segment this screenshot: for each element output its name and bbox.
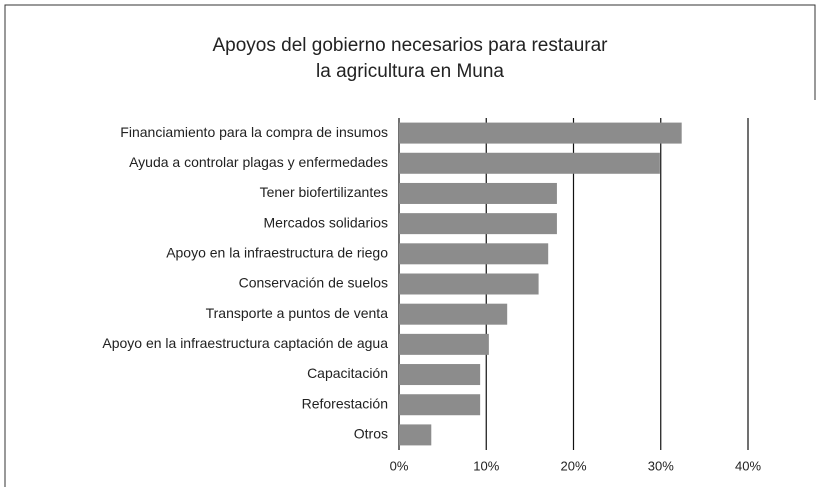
chart-title: la agricultura en Muna	[316, 61, 504, 82]
frame	[4, 4, 816, 487]
x-tick-label: 30%	[648, 458, 674, 473]
bar	[399, 364, 481, 386]
bar	[399, 243, 549, 265]
bar	[399, 273, 539, 295]
chart-title: Apoyos del gobierno necesarios para rest…	[212, 35, 608, 56]
bar	[399, 213, 557, 235]
bar	[399, 152, 660, 174]
y-tick-label: Capacitación	[307, 365, 388, 381]
y-tick-label: Apoyo en la infraestructura de riego	[166, 245, 388, 261]
y-tick-label: Otros	[354, 426, 388, 442]
y-tick-label: Mercados solidarios	[264, 214, 389, 230]
bar	[399, 333, 489, 355]
x-tick-label: 40%	[735, 458, 761, 473]
bar	[399, 424, 432, 446]
bar	[399, 182, 557, 204]
bar	[399, 303, 508, 325]
bar	[399, 122, 682, 144]
y-tick-label: Apoyo en la infraestructura captación de…	[102, 335, 388, 351]
y-tick-label: Transporte a puntos de venta	[206, 305, 389, 321]
y-tick-label: Conservación de suelos	[239, 275, 388, 291]
y-tick-label: Financiamiento para la compra de insumos	[120, 124, 388, 140]
x-tick-label: 20%	[560, 458, 586, 473]
y-tick-label: Ayuda a controlar plagas y enfermedades	[129, 154, 388, 170]
bar	[399, 394, 481, 416]
x-tick-label: 10%	[473, 458, 499, 473]
x-tick-label: 0%	[390, 458, 409, 473]
y-tick-label: Tener biofertilizantes	[260, 184, 388, 200]
y-tick-label: Reforestación	[302, 395, 388, 411]
